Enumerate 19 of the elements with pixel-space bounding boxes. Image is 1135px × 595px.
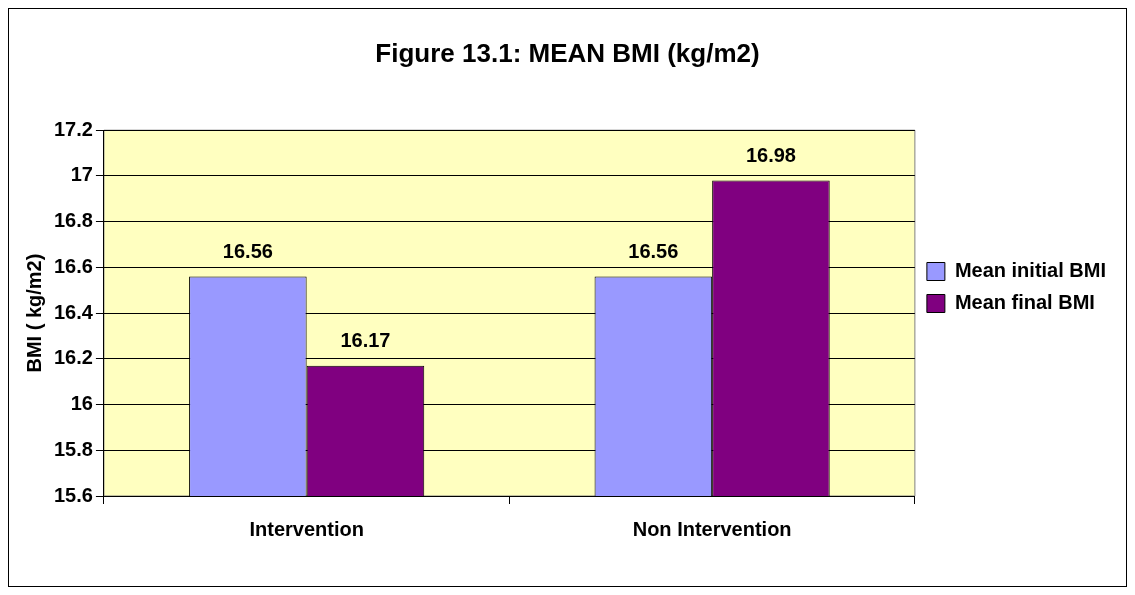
y-tick-label: 16.6 bbox=[53, 254, 93, 277]
y-tick-label: 15.8 bbox=[53, 437, 93, 460]
data-label: 16.17 bbox=[340, 329, 391, 352]
data-label: 16.56 bbox=[628, 240, 679, 263]
legend-label: Mean initial BMI bbox=[954, 259, 1106, 282]
y-tick-label: 17 bbox=[70, 163, 93, 186]
y-axis-title: BMI ( kg/m2) bbox=[22, 253, 45, 373]
y-tick-label: 16.4 bbox=[53, 300, 94, 323]
data-label: 16.98 bbox=[745, 144, 796, 167]
data-label: 16.56 bbox=[222, 240, 273, 263]
y-tick-label: 16 bbox=[70, 392, 93, 415]
x-tick-label: Intervention bbox=[249, 517, 364, 540]
legend-label: Mean final BMI bbox=[954, 291, 1095, 314]
y-tick-label: 16.2 bbox=[53, 346, 93, 369]
y-tick-label: 16.8 bbox=[53, 209, 93, 232]
y-tick-label: 15.6 bbox=[53, 483, 93, 506]
x-tick-label: Non Intervention bbox=[632, 517, 792, 540]
chart-title: Figure 13.1: MEAN BMI (kg/m2) bbox=[375, 37, 760, 68]
y-tick-label: 17.2 bbox=[53, 117, 93, 140]
